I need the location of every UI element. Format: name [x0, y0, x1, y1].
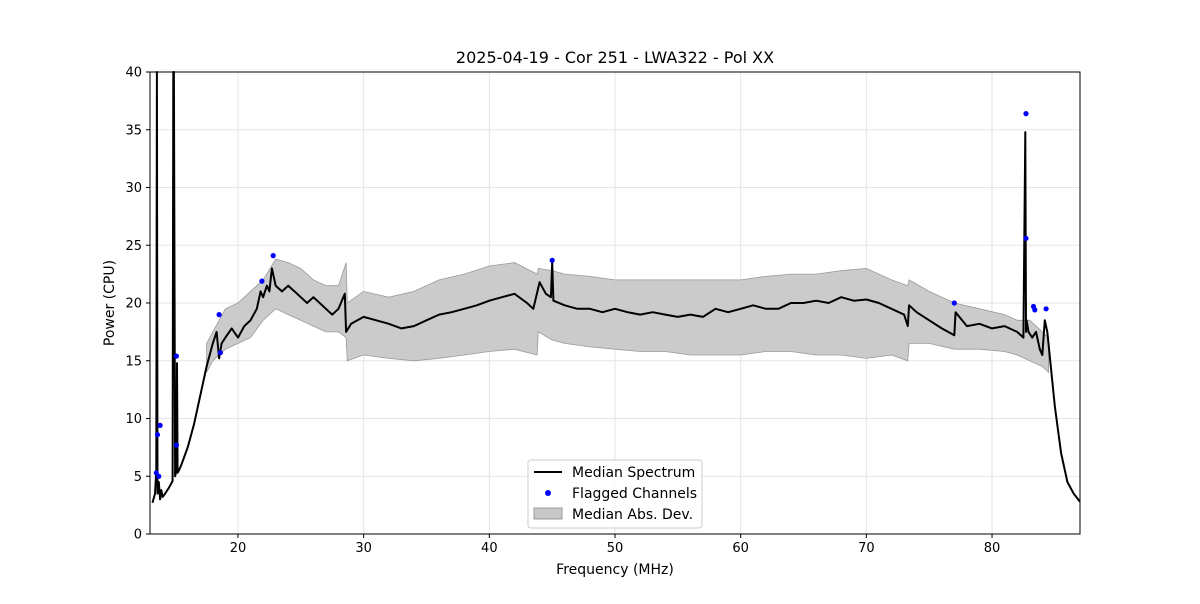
- flagged-channel-point: [1032, 307, 1038, 313]
- legend-box: [527, 459, 703, 529]
- y-tick-label: 0: [134, 528, 142, 543]
- median-line-layer: [151, 71, 1081, 504]
- flagged-channel-point: [173, 353, 179, 359]
- flagged-channel-point: [1023, 235, 1029, 241]
- x-tick-label: 30: [355, 541, 372, 556]
- x-axis-ticks: 20 30 40 50 60 70 80: [230, 534, 1001, 556]
- x-tick-label: 50: [607, 541, 624, 556]
- y-tick-label: 30: [125, 181, 142, 196]
- y-tick-label: 10: [125, 412, 142, 427]
- flagged-points-layer: [153, 111, 1049, 479]
- chart-title: 2025-04-19 - Cor 251 - LWA322 - Pol XX: [456, 48, 774, 67]
- flagged-channel-point: [156, 473, 162, 479]
- mad-band-layer: [206, 258, 1049, 374]
- x-tick-label: 40: [481, 541, 498, 556]
- y-tick-label: 20: [125, 297, 142, 312]
- y-tick-label: 35: [125, 123, 142, 138]
- x-tick-label: 70: [858, 541, 875, 556]
- legend: Median Spectrum Flagged Channels Median …: [527, 459, 703, 529]
- flagged-channel-point: [217, 350, 223, 356]
- y-axis-label: Power (CPU): [102, 260, 118, 346]
- y-axis-ticks: 0 5 10 15 20 25 30 35 40: [125, 66, 150, 543]
- x-axis-label: Frequency (MHz): [556, 562, 674, 578]
- legend-mad-label: Median Abs. Dev.: [572, 507, 693, 523]
- mad-band: [206, 258, 1049, 374]
- flagged-channel-point: [1043, 306, 1049, 312]
- flagged-channel-point: [173, 442, 179, 448]
- legend-mad-swatch: [533, 507, 563, 520]
- flagged-channel-point: [259, 278, 265, 284]
- flagged-channel-point: [157, 422, 163, 428]
- legend-flagged-swatch: [545, 490, 551, 496]
- flagged-channel-point: [951, 300, 957, 306]
- median-spectrum-line: [151, 71, 1081, 504]
- flagged-channel-point: [216, 312, 222, 318]
- flagged-channel-point: [549, 257, 555, 263]
- x-tick-label: 60: [732, 541, 749, 556]
- x-tick-label: 20: [230, 541, 247, 556]
- flagged-channel-point: [1023, 111, 1029, 117]
- y-tick-label: 5: [134, 470, 142, 485]
- flagged-channel-point: [154, 432, 161, 438]
- flagged-channel-point: [270, 253, 276, 259]
- legend-flagged-label: Flagged Channels: [572, 486, 697, 502]
- y-tick-label: 40: [125, 66, 142, 81]
- x-tick-label: 80: [984, 541, 1001, 556]
- legend-median-label: Median Spectrum: [572, 465, 695, 481]
- y-tick-label: 15: [125, 354, 142, 369]
- y-tick-label: 25: [125, 239, 142, 254]
